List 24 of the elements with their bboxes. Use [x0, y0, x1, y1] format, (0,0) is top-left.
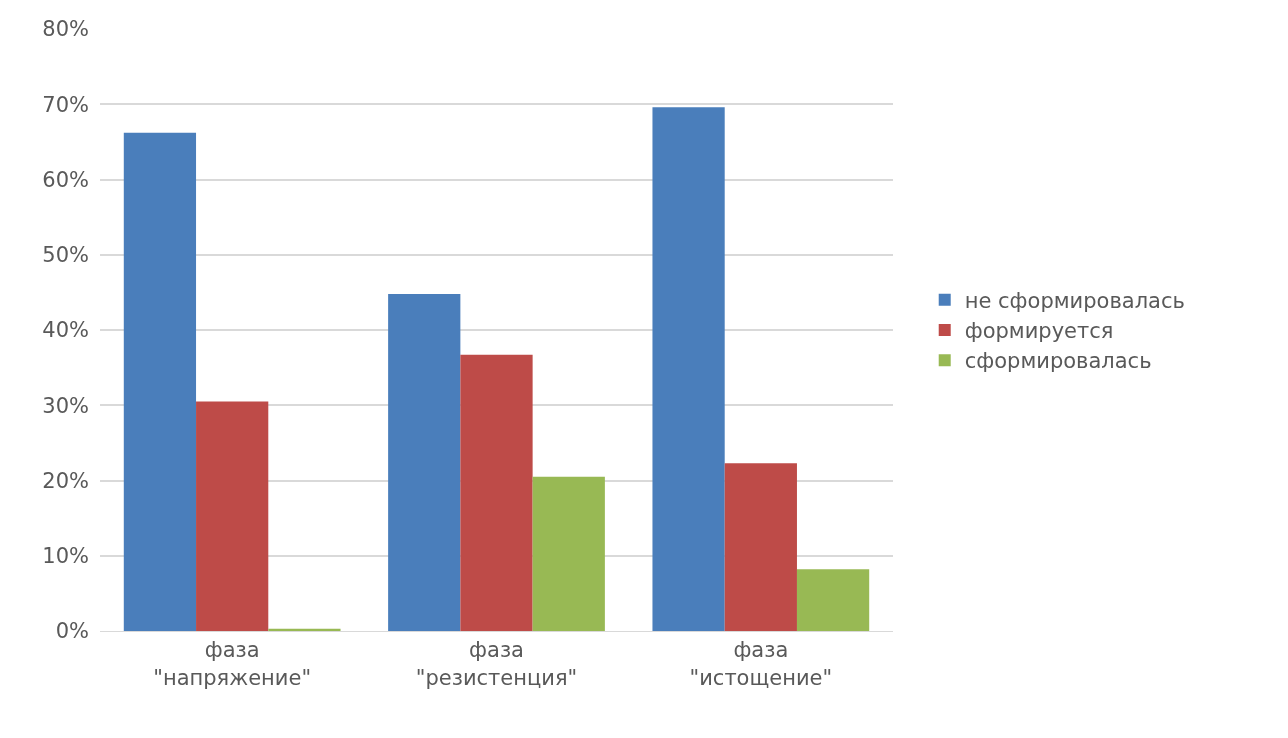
- x-tick-label: фаза "напряжение": [153, 638, 312, 690]
- bar: [123, 132, 197, 631]
- bar: [532, 476, 605, 631]
- bar: [460, 354, 533, 631]
- y-tick-label: 20%: [42, 468, 89, 493]
- bar: [268, 628, 341, 631]
- y-tick-label: 0%: [55, 619, 89, 644]
- legend-label: сформировалась: [964, 349, 1152, 374]
- x-tick-label: фаза "истощение": [689, 638, 833, 690]
- y-tick-label: 10%: [42, 544, 89, 569]
- y-tick-label: 70%: [42, 92, 89, 117]
- y-tick-label: 40%: [42, 318, 89, 343]
- y-tick-label: 50%: [42, 243, 89, 268]
- bar: [196, 401, 269, 631]
- y-tick-label: 80%: [42, 17, 89, 42]
- bar: [652, 107, 725, 631]
- x-tick-label: фаза "резистенция": [415, 638, 578, 690]
- bar: [388, 293, 461, 631]
- bar: [724, 463, 797, 631]
- legend-label: формируется: [964, 319, 1114, 344]
- bar: [796, 569, 870, 631]
- y-tick-label: 60%: [42, 167, 89, 192]
- y-tick-label: 30%: [42, 393, 89, 418]
- legend-label: не сформировалась: [964, 288, 1185, 313]
